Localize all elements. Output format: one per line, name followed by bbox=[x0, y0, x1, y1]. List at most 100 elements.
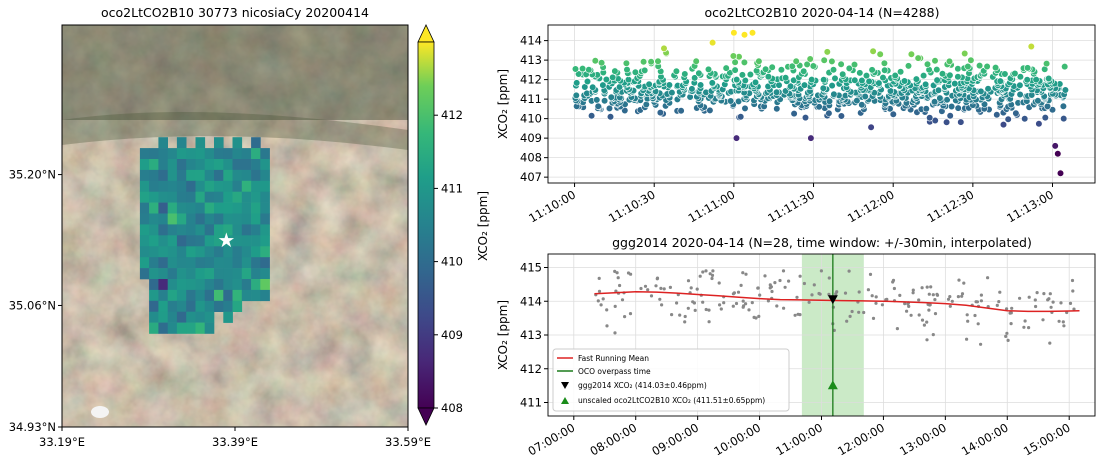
oco2-point bbox=[731, 66, 739, 74]
ggg-x-tick-label: 08:00:00 bbox=[587, 420, 639, 458]
oco2-point bbox=[1012, 109, 1020, 117]
swath-cell bbox=[260, 213, 270, 225]
swath-cell bbox=[158, 246, 168, 258]
swath-cell bbox=[223, 246, 233, 258]
oco2-point bbox=[740, 58, 749, 67]
colorbar-ticks: 412 411 410 409 408 bbox=[434, 108, 463, 415]
swath-cell bbox=[223, 257, 233, 269]
swath-cell bbox=[214, 202, 224, 214]
swath-cell bbox=[149, 180, 159, 192]
oco2-point bbox=[837, 112, 846, 120]
oco2-point bbox=[858, 101, 866, 109]
ggg-point bbox=[739, 283, 743, 287]
ggg-point bbox=[659, 286, 663, 290]
ggg-point bbox=[744, 302, 748, 306]
oco2-point bbox=[741, 104, 749, 112]
ggg-point bbox=[868, 272, 873, 276]
ggg-point bbox=[962, 281, 966, 285]
ggg-point bbox=[654, 284, 658, 288]
oco2-point bbox=[589, 83, 597, 91]
ggg-point bbox=[768, 283, 772, 287]
oco2-point bbox=[862, 71, 871, 80]
ggg-point bbox=[754, 316, 758, 320]
swath-cell bbox=[232, 148, 243, 160]
ggg-point bbox=[770, 289, 774, 294]
ggg-point bbox=[658, 297, 662, 301]
swath-cell bbox=[176, 148, 187, 160]
ggg-point bbox=[1005, 307, 1009, 311]
ggg-point bbox=[695, 287, 699, 291]
oco2-point bbox=[641, 66, 649, 74]
oco2-point bbox=[815, 103, 823, 111]
lon-tick-label: 33.59°E bbox=[385, 435, 431, 449]
swath-cell bbox=[176, 322, 187, 334]
ggg-point bbox=[1048, 341, 1052, 345]
swath-cell bbox=[176, 235, 187, 247]
oco2-point bbox=[954, 73, 962, 81]
swath-cell bbox=[149, 246, 159, 258]
ggg-point bbox=[874, 295, 878, 299]
ggg-point bbox=[927, 292, 931, 296]
oco2-point bbox=[933, 76, 941, 84]
ggg-point bbox=[798, 274, 802, 278]
oco2-point bbox=[1048, 106, 1057, 114]
oco2-point bbox=[967, 56, 975, 64]
swath-cell bbox=[260, 159, 270, 171]
swath-cell bbox=[186, 202, 196, 214]
oco2-point bbox=[591, 57, 599, 65]
swath-cell bbox=[260, 235, 270, 247]
oco2-point bbox=[727, 97, 735, 105]
ggg-point bbox=[1057, 319, 1061, 323]
ggg-point bbox=[925, 320, 929, 324]
swath-cell bbox=[241, 268, 252, 280]
ggg-point bbox=[933, 298, 937, 302]
swath-cell bbox=[149, 268, 159, 280]
swath-cell bbox=[176, 169, 187, 182]
ggg-x-tick-label: 09:00:00 bbox=[649, 420, 701, 458]
ggg-point bbox=[957, 278, 961, 282]
swath-cell bbox=[195, 300, 206, 312]
ggg-x-tick-label: 12:00:00 bbox=[835, 420, 887, 458]
ggg-point bbox=[1041, 318, 1045, 322]
ggg-point bbox=[741, 305, 745, 309]
ggg-point bbox=[793, 313, 797, 317]
ggg-point bbox=[601, 297, 605, 301]
oco2-point bbox=[772, 88, 781, 96]
legend-entry-oco: unscaled oco2LtCO2B10 XCO₂ (411.51±0.65p… bbox=[578, 396, 765, 405]
swath-cell bbox=[167, 235, 178, 247]
swath-cell bbox=[251, 191, 261, 203]
ggg-y-tick-label: 411 bbox=[520, 396, 542, 410]
ggg-point bbox=[870, 294, 874, 298]
ggg-point bbox=[925, 338, 929, 342]
ggg-point bbox=[807, 300, 811, 304]
swath-cell bbox=[241, 246, 252, 258]
swath-cell bbox=[176, 224, 187, 236]
ggg-point bbox=[1068, 301, 1073, 305]
ggg-point bbox=[1023, 319, 1027, 323]
ggg-point bbox=[597, 289, 602, 293]
ggg-point bbox=[613, 331, 617, 335]
overpass-markers bbox=[827, 254, 838, 416]
oco2-point bbox=[951, 79, 959, 88]
swath-cell bbox=[232, 180, 243, 192]
oco2-point bbox=[800, 81, 809, 89]
swath-cell bbox=[241, 180, 252, 192]
oco2-point bbox=[875, 79, 883, 87]
oco2-point bbox=[654, 57, 662, 65]
swath-cell bbox=[251, 159, 261, 171]
swath-cell bbox=[167, 322, 178, 334]
oco2-point bbox=[607, 93, 615, 101]
oco2-point bbox=[850, 60, 859, 69]
ggg-point bbox=[614, 289, 618, 293]
oco2-point bbox=[919, 71, 928, 80]
swath-cell bbox=[186, 235, 196, 247]
oco2-x-ticks: 11:10:00 11:10:30 11:11:00 11:11:30 11:12:00… bbox=[526, 183, 1056, 225]
ggg-point bbox=[662, 287, 666, 291]
swath-cell bbox=[176, 191, 187, 203]
ggg-point bbox=[736, 290, 741, 294]
ggg-point bbox=[843, 291, 848, 295]
ggg-point bbox=[686, 279, 691, 283]
ggg-point bbox=[1070, 278, 1075, 283]
oco2-point bbox=[573, 79, 581, 87]
ggg-point bbox=[747, 308, 751, 312]
